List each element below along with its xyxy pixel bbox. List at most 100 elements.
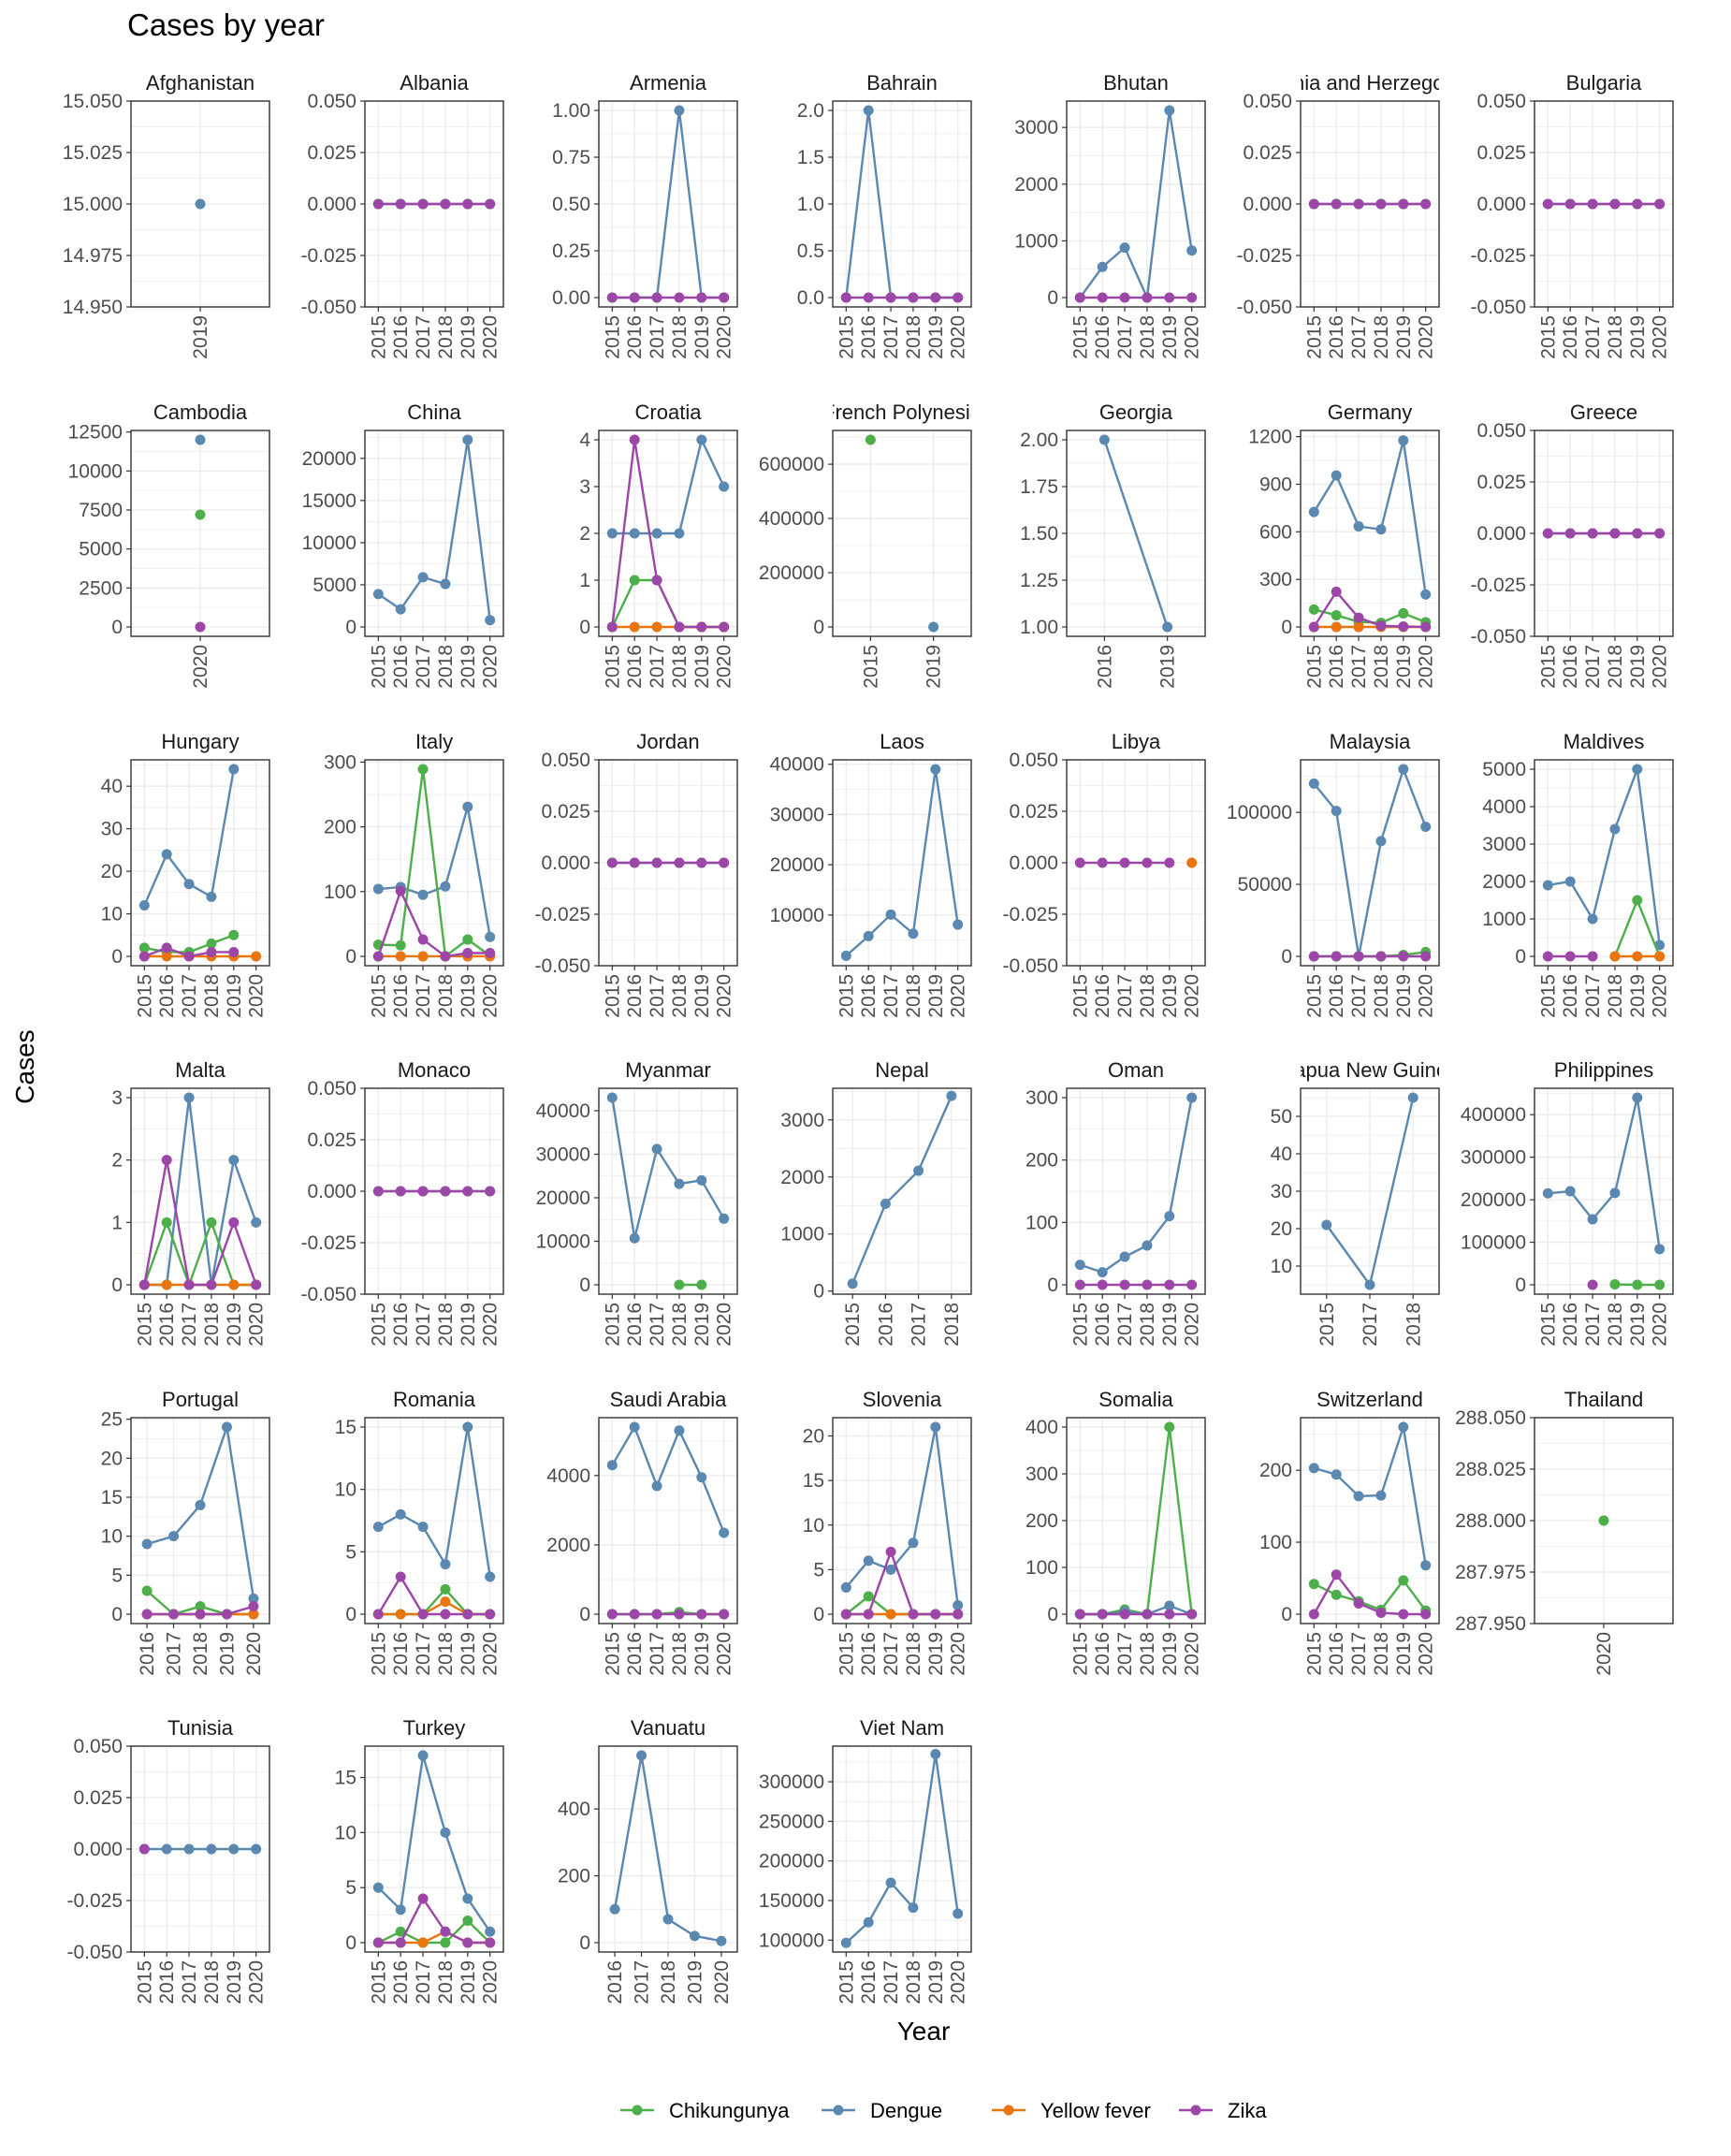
data-point: [1587, 198, 1598, 210]
data-point: [1654, 1279, 1666, 1290]
data-point: [1308, 621, 1319, 633]
y-tick-label: -0.025: [300, 245, 356, 267]
grid: [1535, 1088, 1673, 1294]
data-point: [221, 1421, 232, 1433]
panel-border: [1300, 759, 1440, 967]
y-tick-label: 10: [335, 1822, 356, 1843]
y-tick-label: 1.75: [1020, 476, 1058, 498]
data-point: [674, 105, 685, 116]
x-tick-label: 2015: [602, 1303, 623, 1347]
data-point: [168, 1531, 180, 1542]
y-tick-label: 0: [1515, 1275, 1526, 1296]
series-zika: [372, 198, 496, 210]
x-tick-label: 2018: [201, 1303, 223, 1347]
data-point: [372, 1186, 384, 1197]
data-point: [1407, 1092, 1418, 1103]
data-point: [880, 1198, 891, 1209]
data-point: [1420, 1609, 1432, 1620]
data-point: [1398, 198, 1409, 210]
y-tick-label: 0: [345, 1604, 356, 1625]
x-tick-label: 2018: [669, 1303, 691, 1347]
data-point: [1308, 506, 1319, 517]
series-dengue: [606, 1421, 730, 1538]
y-tick-label: -0.025: [1002, 904, 1058, 925]
x-tick-label: 2016: [156, 974, 178, 1018]
data-point: [251, 951, 262, 962]
data-point: [1074, 1609, 1085, 1620]
data-point: [440, 1609, 451, 1620]
data-point: [1321, 1219, 1332, 1231]
x-tick-label: 2016: [1094, 645, 1115, 689]
data-point: [1164, 1421, 1175, 1433]
series-line: [377, 1426, 491, 1578]
x-tick-label: 2017: [179, 1960, 200, 2004]
y-tick-label: 1.25: [1020, 570, 1058, 591]
x-tick-label: 2018: [1137, 1303, 1158, 1347]
data-point: [1164, 1211, 1175, 1222]
data-point: [913, 1165, 924, 1176]
data-point: [462, 934, 473, 945]
series-zika: [141, 1601, 259, 1620]
series-zika: [840, 1546, 964, 1620]
series-chikungunya: [1308, 946, 1432, 962]
data-point: [651, 1144, 662, 1155]
data-point: [1142, 292, 1153, 303]
series-line: [378, 1600, 490, 1616]
x-tick-label: 2020: [1182, 1303, 1203, 1347]
panel-title: Romania: [393, 1388, 476, 1411]
x-tick-label: 2015: [1303, 1632, 1325, 1676]
x-tick-label: 2018: [941, 1303, 963, 1347]
y-tick-label: 2000: [546, 1535, 590, 1556]
x-tick-label: 2019: [1393, 974, 1415, 1018]
y-tick-label: 0: [1515, 946, 1526, 968]
y-tick-label: 20: [101, 861, 123, 882]
panel-french-polynesia: French Polynesia 0 200000 400000 600000 2015 2…: [759, 401, 972, 689]
panel-italy: Italy 0 100 200 300 2015 2016 2017 2018 2019 2020: [324, 730, 504, 1018]
y-tick-label: -0.050: [1470, 626, 1526, 648]
y-tick-label: 200: [324, 817, 356, 838]
data-point: [930, 292, 941, 303]
y-tick-label: 287.975: [1455, 1562, 1526, 1583]
x-tick-label: 2020: [243, 1632, 265, 1676]
data-point: [651, 575, 662, 586]
data-point: [1164, 1609, 1175, 1620]
series-yellow-fever: [1186, 857, 1198, 868]
x-tick-label: 2020: [246, 974, 268, 1018]
series-dengue: [141, 1421, 259, 1604]
panel-border: [832, 430, 972, 637]
series-zika: [195, 621, 206, 633]
y-tick-label: -0.050: [1002, 955, 1058, 977]
data-point: [629, 292, 640, 303]
data-point: [674, 1279, 685, 1290]
y-tick-label: 2500: [79, 577, 123, 599]
data-point: [629, 857, 640, 868]
x-tick-label: 2018: [669, 1632, 691, 1676]
data-point: [1331, 586, 1342, 597]
y-tick-label: 200: [1259, 1460, 1292, 1481]
data-point: [228, 764, 240, 775]
data-point: [462, 1937, 473, 1948]
series-line: [1313, 765, 1427, 957]
x-tick-label: 2015: [368, 1960, 389, 2004]
data-point: [395, 940, 406, 951]
data-point: [1398, 435, 1409, 446]
panel-title: Albania: [400, 71, 469, 95]
y-tick-label: 0: [813, 617, 824, 638]
legend-label: Dengue: [870, 2099, 942, 2122]
x-tick-label: 2017: [413, 1303, 434, 1347]
data-point: [195, 621, 206, 633]
data-point: [228, 946, 240, 957]
y-tick-label: 1.50: [1020, 523, 1058, 545]
data-point: [1097, 1267, 1108, 1278]
panel-malta: Malta 0 1 2 3 2015 2016 2017 2018 2019 2020: [111, 1058, 270, 1347]
series-dengue: [840, 764, 964, 961]
legend-entry-dengue: Dengue: [822, 2099, 942, 2122]
y-tick-label: 0.025: [307, 142, 356, 164]
series-line: [1548, 1097, 1661, 1249]
data-point: [138, 1279, 150, 1290]
y-tick-label: 0: [1047, 1604, 1058, 1625]
data-point: [629, 1421, 640, 1433]
data-point: [440, 198, 451, 210]
x-tick-label: 2016: [858, 974, 880, 1018]
series-line: [378, 1587, 490, 1616]
